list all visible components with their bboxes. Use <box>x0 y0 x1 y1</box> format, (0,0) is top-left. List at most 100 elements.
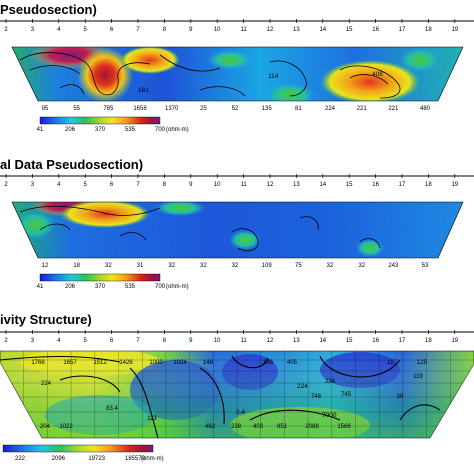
cell-value-label: 462 <box>205 424 216 430</box>
measurement-mark: · <box>431 83 433 88</box>
electrode-label: 16 <box>372 182 379 188</box>
bottom-value-label: 32 <box>168 263 175 269</box>
measurement-mark: · <box>108 54 110 59</box>
panel-2-frame <box>11 201 464 259</box>
cell-value-label: 405 <box>287 360 298 366</box>
measurement-mark: · <box>279 54 281 59</box>
electrode-label: 7 <box>136 182 140 188</box>
cell-value-label: 1426 <box>119 360 133 366</box>
measurement-mark: · <box>139 83 141 88</box>
measurement-mark: · <box>449 54 451 59</box>
electrode-label: 11 <box>240 27 247 33</box>
measurement-mark: · <box>425 92 427 97</box>
measurement-mark: · <box>384 64 386 69</box>
measurement-mark: · <box>357 248 359 253</box>
measurement-mark: · <box>207 218 209 223</box>
measurement-mark: · <box>250 208 252 213</box>
colorbar-tick-label: 535 <box>125 284 136 290</box>
electrode-label: 14 <box>319 27 326 33</box>
cell-value-label: 1512 <box>93 360 107 366</box>
electrode-label: 2 <box>4 27 8 33</box>
electrode-label: 10 <box>214 338 221 344</box>
measurement-mark: · <box>355 218 357 223</box>
electrode-label: 16 <box>372 338 379 344</box>
measurement-mark: · <box>185 248 187 253</box>
bottom-value-label: 1658 <box>133 106 147 112</box>
cell-value-label: 1766 <box>31 360 45 366</box>
bottom-value-label: 32 <box>358 263 365 269</box>
colorbar-tick-label: 535 <box>125 127 136 133</box>
measurement-mark: · <box>236 238 238 243</box>
measurement-mark: · <box>406 73 408 78</box>
measurement-mark: · <box>190 73 192 78</box>
measurement-mark: · <box>288 248 290 253</box>
measurement-mark: · <box>41 238 43 243</box>
measurement-mark: · <box>399 83 401 88</box>
electrode-label: 18 <box>425 182 432 188</box>
measurement-mark: · <box>437 73 439 78</box>
measurement-mark: · <box>118 218 120 223</box>
measurement-mark: · <box>159 228 161 233</box>
measurement-mark: · <box>295 64 297 69</box>
measurement-mark: · <box>366 238 368 243</box>
measurement-mark: · <box>414 64 416 69</box>
electrode-label: 4 <box>57 338 61 344</box>
electrode-label: 11 <box>240 182 247 188</box>
measurement-mark: · <box>106 83 108 88</box>
bottom-value-label: 32 <box>232 263 239 269</box>
panel-3-contour-label: 224 <box>297 383 308 390</box>
electrode-label: 12 <box>267 338 274 344</box>
measurement-mark: · <box>236 83 238 88</box>
panel-1-title: Pseudosection) <box>0 2 97 17</box>
measurement-mark: · <box>59 64 61 69</box>
electrode-label: 2 <box>4 182 8 188</box>
electrode-label: 15 <box>346 27 353 33</box>
measurement-mark: · <box>150 248 152 253</box>
panel-3-resistivity-section <box>0 351 474 438</box>
cell-value-label: 146 <box>203 360 214 366</box>
measurement-mark: · <box>399 238 401 243</box>
electrode-label: 18 <box>425 27 432 33</box>
panel-3-colorbar-ticks: 222 2096 19723 185570(ohm-m) <box>15 456 164 462</box>
electrode-label: 6 <box>110 338 114 344</box>
measurement-mark: · <box>406 228 408 233</box>
electrode-label: 6 <box>110 182 114 188</box>
measurement-mark: · <box>384 218 386 223</box>
measurement-mark: · <box>236 64 238 69</box>
electrode-label: 13 <box>293 338 300 344</box>
colorbar-unit: (ohm-m) <box>166 127 189 133</box>
measurement-mark: · <box>52 54 54 59</box>
measurement-mark: · <box>437 228 439 233</box>
electrode-label: 4 <box>57 27 61 33</box>
cell-value-label: 1024 <box>173 360 187 366</box>
measurement-mark: · <box>148 218 150 223</box>
panel-3-colorbar <box>2 444 154 453</box>
measurement-mark: · <box>97 73 99 78</box>
bottom-value-label: 52 <box>232 106 239 112</box>
panel-2-colorbar-ticks: 41 206 370 535 700 (ohm-m) <box>37 284 189 290</box>
panel-1-bottom-values: 95 55 785 1658 1370 25 52 135 81 224 221 221 480 <box>42 106 431 112</box>
colorbar-tick-label: 700 <box>155 284 166 290</box>
measurement-mark: · <box>222 208 224 213</box>
bottom-value-label: 480 <box>420 106 431 112</box>
panel-2-electrodes: 2 3 4 5 6 7 8 9 10 11 12 13 14 15 16 17 18 19 <box>4 174 459 188</box>
bottom-value-label: 785 <box>103 106 114 112</box>
colorbar-tick-label: 2096 <box>52 456 66 462</box>
measurement-mark: · <box>222 54 224 59</box>
measurement-mark: · <box>139 238 141 243</box>
measurement-mark: · <box>375 73 377 78</box>
measurement-mark: · <box>165 54 167 59</box>
measurement-mark: · <box>357 92 359 97</box>
measurement-mark: · <box>269 238 271 243</box>
measurement-mark: · <box>314 73 316 78</box>
bottom-value-label: 95 <box>42 106 49 112</box>
measurement-mark: · <box>82 248 84 253</box>
measurement-mark: · <box>391 92 393 97</box>
measurement-mark: · <box>171 83 173 88</box>
measurement-mark: · <box>177 218 179 223</box>
electrode-label: 5 <box>84 182 88 188</box>
measurement-mark: · <box>336 54 338 59</box>
measurement-mark: · <box>66 228 68 233</box>
colorbar-tick-label: 370 <box>95 284 106 290</box>
